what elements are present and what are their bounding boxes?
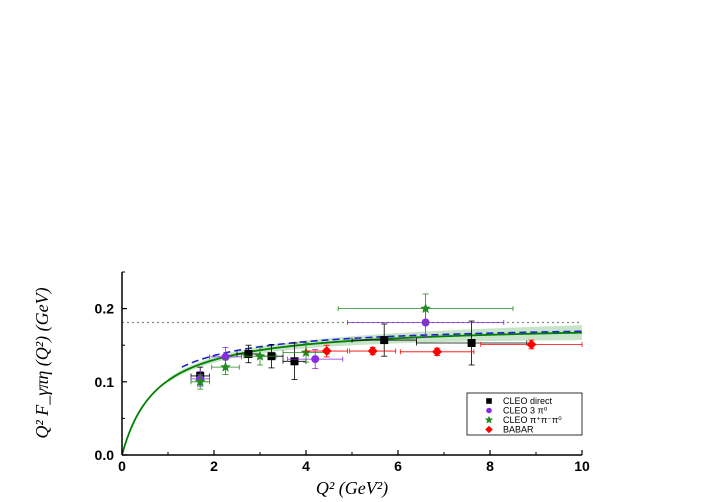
- series-2: [190, 293, 514, 390]
- data-point: [526, 339, 537, 350]
- legend-marker: [485, 425, 493, 434]
- x-tick-label: 6: [394, 458, 402, 474]
- legend-label: BABAR: [503, 425, 534, 435]
- x-tick-label: 10: [574, 458, 590, 474]
- data-points: [190, 293, 583, 390]
- x-tick-label: 4: [302, 458, 310, 474]
- data-point: [432, 346, 443, 357]
- ticks: 0 2 4 6 8 10 0.0 0.1 0.2: [95, 271, 590, 474]
- data-point: [420, 303, 431, 314]
- data-point: [220, 361, 231, 372]
- series-3: [305, 339, 583, 358]
- data-point: [290, 357, 299, 366]
- y-tick-label: 0.0: [95, 447, 115, 463]
- data-point: [467, 339, 476, 348]
- x-tick-label: 0: [118, 458, 126, 474]
- series-1: [190, 308, 505, 387]
- legend-box: [466, 392, 583, 436]
- band-area: [168, 325, 582, 383]
- data-point: [311, 355, 320, 364]
- legend-label: CLEO π⁺π⁻π⁰: [503, 415, 562, 425]
- data-point: [221, 352, 230, 361]
- data-point: [367, 346, 378, 357]
- x-axis-title: Q² (GeV²): [316, 478, 388, 499]
- data-point: [321, 346, 332, 357]
- data-point: [254, 350, 266, 361]
- x-tick-label: 8: [486, 458, 494, 474]
- legend-label: CLEO 3 π⁰: [503, 406, 548, 416]
- y-tick-label: 0.2: [95, 301, 115, 317]
- legend-label: CLEO direct: [503, 396, 553, 406]
- x-tick-label: 2: [210, 458, 218, 474]
- data-point: [380, 336, 389, 345]
- legend-marker: [486, 407, 492, 414]
- legend-marker: [484, 415, 494, 424]
- y-axis-title: Q² F_γπη (Q²) (GeV): [32, 287, 53, 438]
- y-tick-label: 0.1: [95, 374, 115, 390]
- data-point: [194, 376, 206, 387]
- uncertainty-band: [168, 325, 582, 383]
- legend-marker: [486, 398, 492, 404]
- data-point: [244, 349, 253, 358]
